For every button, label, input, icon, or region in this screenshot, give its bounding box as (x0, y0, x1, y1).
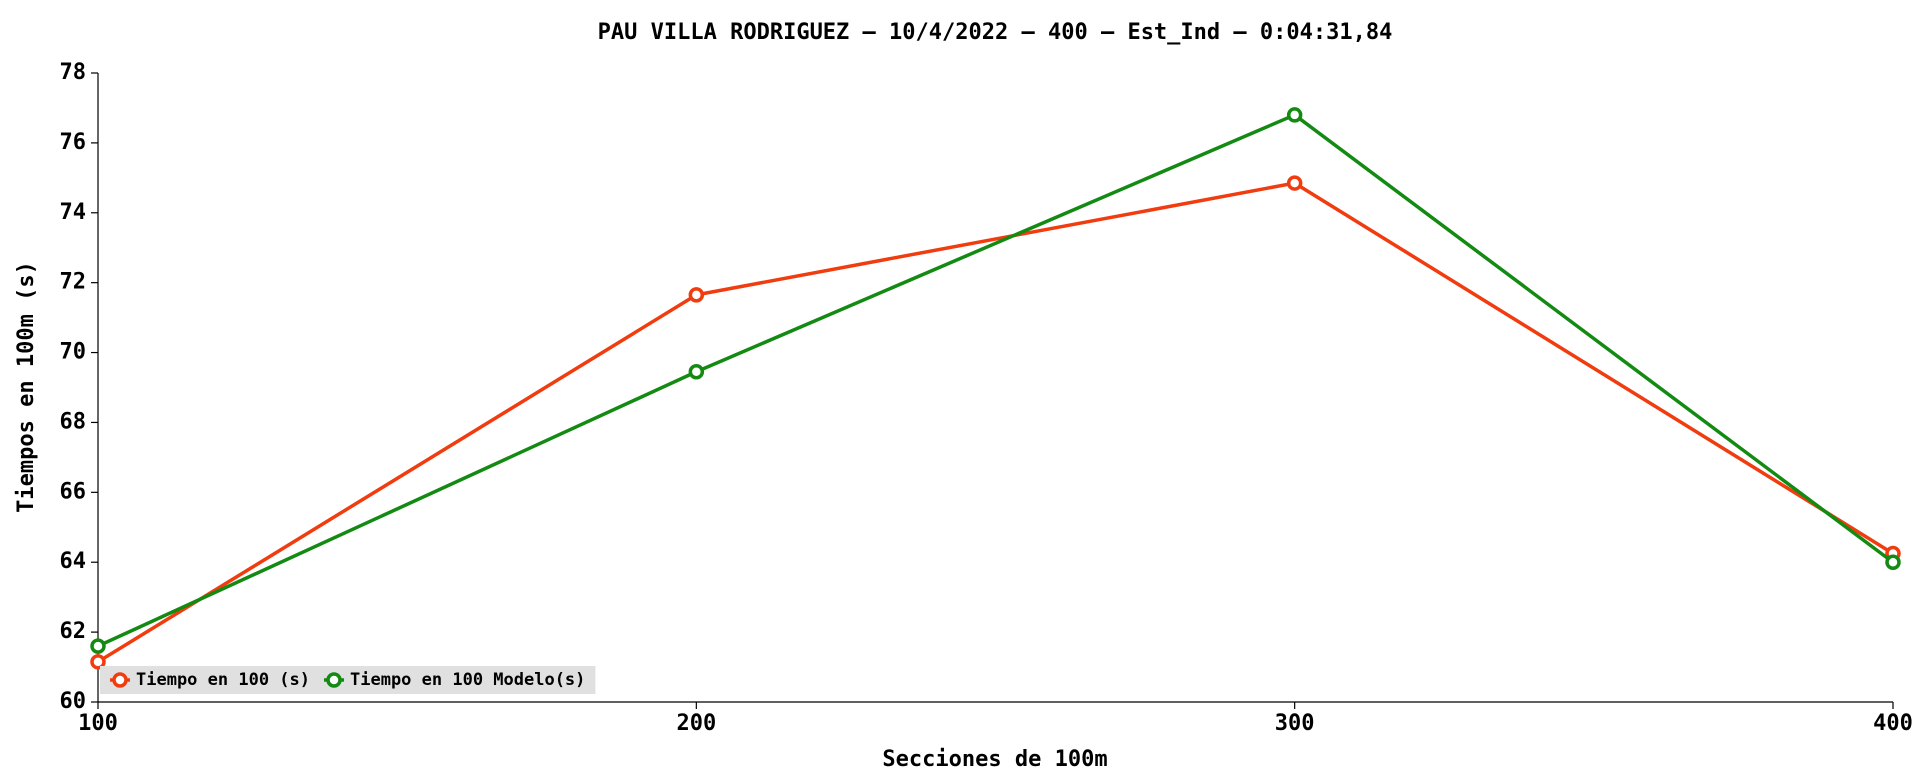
y-axis-label: Tiempos en 100m (s) (14, 261, 39, 513)
series-line (97, 181, 1894, 664)
point-marker (90, 654, 106, 670)
point-marker (1286, 107, 1303, 123)
y-tick-label: 60 (60, 689, 87, 714)
y-tick-label: 66 (60, 479, 87, 504)
y-tick-label: 74 (60, 200, 87, 225)
legend-background (100, 666, 596, 694)
legend-label: Tiempo en 100 Modelo(s) (350, 670, 585, 690)
legend-label: Tiempo en 100 (s) (136, 670, 310, 690)
y-tick-label: 76 (60, 130, 87, 155)
point-marker (688, 364, 705, 380)
series-line (97, 113, 1895, 648)
y-tick-label: 78 (60, 60, 87, 85)
x-axis-label: Secciones de 100m (882, 747, 1107, 769)
x-tick-label: 300 (1275, 711, 1315, 736)
legend-marker (326, 672, 342, 688)
point-marker (1885, 554, 1901, 570)
point-marker (1286, 175, 1303, 191)
x-tick-label: 400 (1873, 711, 1913, 736)
y-tick-label: 62 (60, 619, 87, 644)
y-tick-label: 68 (60, 409, 87, 434)
x-tick-label: 100 (78, 711, 118, 736)
y-tick-label: 70 (60, 340, 87, 365)
legend-marker (112, 672, 128, 688)
point-marker (90, 638, 106, 654)
legend: Tiempo en 100 (s) Tiempo en 100 Modelo(s) (100, 666, 596, 694)
chart-title: PAU VILLA RODRIGUEZ – 10/4/2022 – 400 – … (598, 20, 1393, 45)
point-marker (688, 287, 705, 303)
y-tick-label: 64 (60, 549, 87, 574)
y-tick-label: 72 (60, 270, 87, 295)
x-tick-label: 200 (676, 711, 716, 736)
